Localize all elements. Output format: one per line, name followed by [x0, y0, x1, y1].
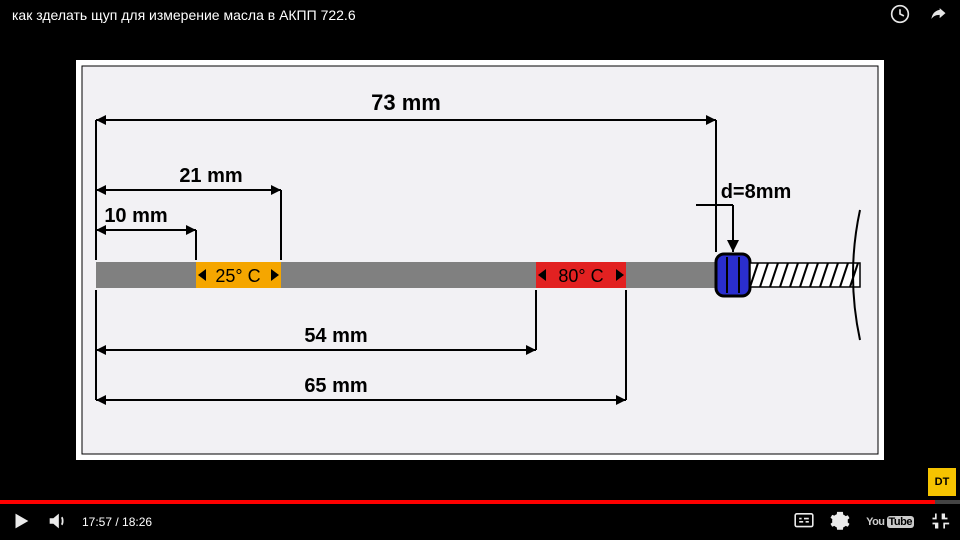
video-title: как зделать щуп для измерение масла в АК… [12, 7, 872, 23]
video-header: как зделать щуп для измерение масла в АК… [0, 0, 960, 30]
fullscreen-exit-icon[interactable] [930, 511, 950, 534]
current-time: 17:57 [82, 515, 112, 529]
dim-21: 21 mm [179, 165, 242, 187]
thread [750, 263, 860, 287]
youtube-logo-icon[interactable]: YouTube [866, 516, 914, 528]
time-display: 17:57 / 18:26 [82, 515, 152, 529]
volume-icon[interactable] [46, 510, 68, 535]
dim-73: 73 mm [371, 90, 441, 115]
player-controls: 17:57 / 18:26 YouTube [0, 504, 960, 540]
cold-band-label: 25° C [215, 266, 260, 286]
diagram: 25° C 80° C [76, 60, 884, 460]
watermark: DT [928, 468, 956, 496]
video-area: 25° C 80° C [0, 30, 960, 500]
progress-fill [0, 500, 935, 504]
dim-65: 65 mm [304, 375, 367, 397]
captions-icon[interactable] [794, 513, 814, 532]
dim-d: d=8mm [721, 181, 792, 203]
watch-later-icon[interactable] [890, 4, 910, 27]
watermark-text: DT [935, 476, 950, 488]
hot-band-label: 80° C [558, 266, 603, 286]
play-icon[interactable] [10, 510, 32, 535]
dim-54: 54 mm [304, 325, 367, 347]
total-time: 18:26 [122, 515, 152, 529]
share-icon[interactable] [928, 4, 948, 27]
settings-icon[interactable] [830, 511, 850, 534]
progress-bar[interactable] [0, 500, 960, 504]
dim-10: 10 mm [104, 205, 167, 227]
